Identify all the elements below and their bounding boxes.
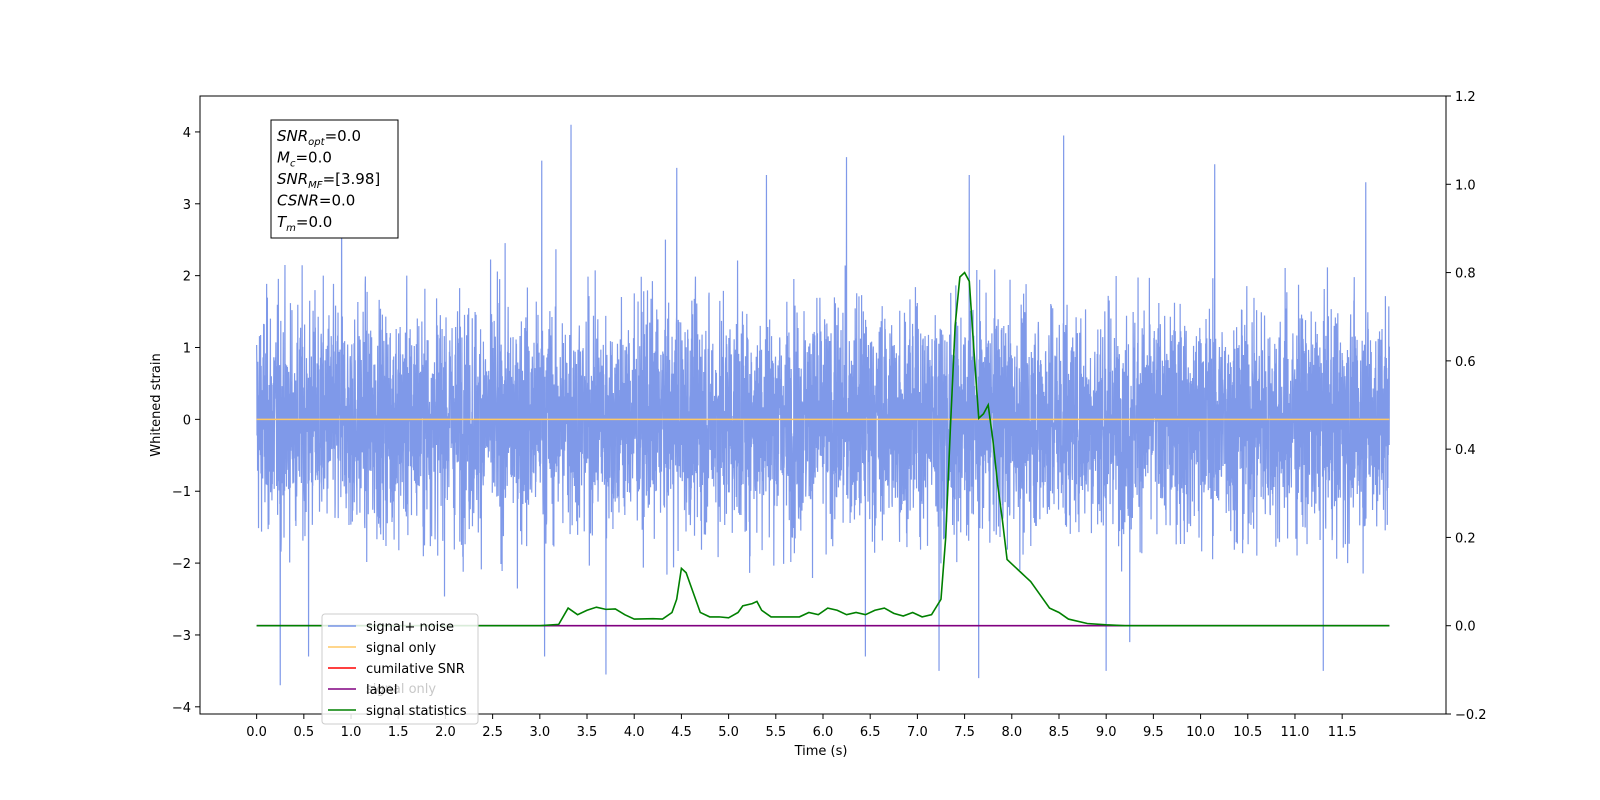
annotation-symbol: M	[277, 149, 290, 167]
y-right-tick-label: −0.2	[1455, 708, 1487, 723]
series-signal-noise	[256, 124, 1390, 686]
signal-noise-line	[256, 124, 1390, 686]
annotation-symbol: CSNR	[277, 192, 319, 210]
y-tick-label: 1	[183, 342, 191, 357]
annotation-line: Mc=0.0	[277, 149, 332, 170]
x-tick-label: 4.0	[624, 725, 645, 740]
x-tick-label: 11.5	[1328, 725, 1357, 740]
x-axis-title: Time (s)	[794, 744, 848, 759]
x-tick-label: 10.5	[1233, 725, 1262, 740]
legend-label: signal statistics	[366, 704, 467, 719]
x-tick-label: 9.0	[1096, 725, 1117, 740]
x-tick-label: 5.5	[765, 725, 786, 740]
y-right-tick-label: 0.2	[1455, 531, 1476, 546]
legend-label: cumilative SNR	[366, 662, 465, 677]
y-right-tick-label: 1.0	[1455, 178, 1476, 193]
x-tick-label: 9.5	[1143, 725, 1164, 740]
legend-label: label	[366, 683, 397, 698]
x-tick-label: 8.0	[1001, 725, 1022, 740]
y-axis-left-ticks: 4 3 2 1 0 −1 −2 −3 −4	[172, 126, 200, 716]
x-tick-label: 0.0	[246, 725, 267, 740]
y-right-tick-label: 1.2	[1455, 90, 1476, 105]
y-tick-label: 4	[183, 126, 191, 141]
x-tick-label: 7.5	[954, 725, 975, 740]
legend: signal only signal+ noise signal only cumil…	[321, 613, 479, 725]
annotation-line: SNRopt=0.0	[277, 127, 361, 148]
y-right-tick-label: 0.6	[1455, 355, 1476, 370]
annotation-symbol: T	[277, 213, 288, 231]
y-axis-right-ticks: 1.2 1.0 0.8 0.6 0.4 0.2 0.0 −0.2	[1446, 90, 1487, 723]
x-tick-label: 6.0	[813, 725, 834, 740]
annotation-box: SNRopt=0.0Mc=0.0SNRMF=[3.98]CSNR=0.0Tm=0…	[270, 119, 399, 239]
y-tick-label: −3	[172, 629, 191, 644]
x-tick-label: 11.0	[1280, 725, 1309, 740]
y-right-tick-label: 0.0	[1455, 620, 1476, 635]
annotation-line: CSNR=0.0	[277, 192, 355, 210]
y-tick-label: 0	[183, 413, 191, 428]
legend-ghost-text: signal only	[366, 682, 436, 697]
y-tick-label: −2	[172, 557, 191, 572]
x-tick-label: 7.0	[907, 725, 928, 740]
annotation-subscript: c	[290, 159, 296, 170]
x-tick-label: 3.5	[577, 725, 598, 740]
x-tick-label: 2.5	[482, 725, 503, 740]
x-tick-label: 6.5	[860, 725, 881, 740]
annotation-line: SNRMF=[3.98]	[277, 170, 380, 191]
annotation-value: =0.0	[325, 127, 361, 145]
y-axis-title: Whitened strain	[149, 353, 164, 456]
x-tick-label: 3.0	[529, 725, 550, 740]
legend-label: signal+ noise	[366, 620, 454, 635]
x-tick-label: 8.5	[1049, 725, 1070, 740]
y-tick-label: 2	[183, 270, 191, 285]
annotation-value: =0.0	[296, 213, 332, 231]
x-tick-label: 1.0	[341, 725, 362, 740]
annotation-frame	[270, 119, 399, 239]
annotation-value: =[3.98]	[323, 170, 381, 188]
annotation-value: =0.0	[295, 149, 331, 167]
annotation-value: =0.0	[319, 192, 355, 210]
x-axis-ticks: 0.0 0.5 1.0 1.5 2.0 2.5 3.0 3.5 4.0 4.5 5.0 5.5 6.0 6…	[246, 714, 1357, 740]
x-tick-label: 4.5	[671, 725, 692, 740]
y-right-tick-label: 0.4	[1455, 443, 1476, 458]
y-right-tick-label: 0.8	[1455, 267, 1476, 282]
annotation-symbol: SNR	[277, 170, 308, 188]
x-tick-label: 10.0	[1186, 725, 1215, 740]
x-tick-label: 5.0	[718, 725, 739, 740]
annotation-symbol: SNR	[277, 127, 308, 145]
annotation-subscript: opt	[308, 137, 325, 148]
annotation-subscript: MF	[308, 180, 323, 191]
x-tick-label: 2.0	[435, 725, 456, 740]
x-tick-label: 0.5	[293, 725, 314, 740]
y-tick-label: −4	[172, 701, 191, 716]
y-tick-label: 3	[183, 198, 191, 213]
series-signal-statistics	[256, 271, 1390, 627]
annotation-subscript: m	[286, 223, 296, 234]
legend-frame	[321, 613, 479, 725]
x-tick-label: 1.5	[388, 725, 409, 740]
annotation-line: Tm=0.0	[277, 213, 332, 234]
y-tick-label: −1	[172, 485, 191, 500]
legend-label: signal only	[366, 641, 436, 656]
